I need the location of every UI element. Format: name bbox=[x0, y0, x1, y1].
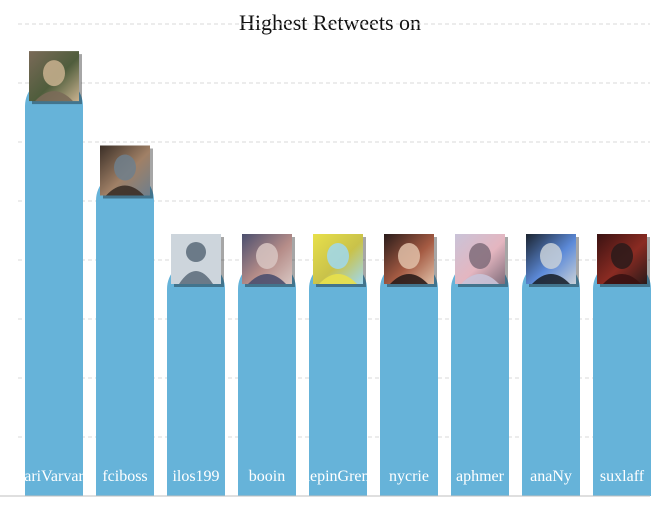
avatars bbox=[29, 51, 650, 287]
bar-label: suxlaff bbox=[600, 468, 645, 485]
bar-label: nycrie bbox=[389, 468, 429, 485]
bar-ilos199[interactable] bbox=[167, 260, 225, 496]
bar-anaNy[interactable] bbox=[522, 260, 580, 496]
photo-avatar-icon bbox=[597, 234, 650, 287]
bar-aphmer[interactable] bbox=[451, 260, 509, 496]
photo-avatar-icon bbox=[313, 234, 366, 287]
photo-avatar-icon bbox=[384, 234, 437, 287]
bar-label: booin bbox=[249, 468, 285, 485]
bar-ariVarvar[interactable] bbox=[25, 77, 83, 496]
photo-avatar-icon bbox=[526, 234, 579, 287]
bar-booin[interactable] bbox=[238, 260, 296, 496]
default-user-avatar-icon bbox=[171, 234, 224, 287]
chart-title: Highest Retweets on bbox=[238, 10, 422, 35]
bar-label: aphmer bbox=[456, 468, 505, 485]
bar-fciboss[interactable] bbox=[96, 171, 154, 497]
bar-label: ariVarvar bbox=[24, 468, 84, 485]
bar-label: fciboss bbox=[102, 468, 147, 485]
bars bbox=[25, 77, 651, 496]
bar-nycrie[interactable] bbox=[380, 260, 438, 496]
photo-avatar-icon bbox=[242, 234, 295, 287]
photo-avatar-icon bbox=[29, 51, 82, 105]
photo-avatar-icon bbox=[455, 234, 508, 287]
photo-avatar-icon bbox=[100, 145, 153, 199]
bar-label: anaNy bbox=[530, 468, 572, 485]
bar-suxlaff[interactable] bbox=[593, 260, 651, 496]
bar-depinGrem[interactable] bbox=[309, 260, 367, 496]
bar-label: ilos199 bbox=[172, 468, 219, 485]
bar-label: depinGrem bbox=[302, 468, 375, 485]
bar-labels: ariVarvar fciboss ilos199 booin depinGrem nyc… bbox=[24, 468, 645, 485]
